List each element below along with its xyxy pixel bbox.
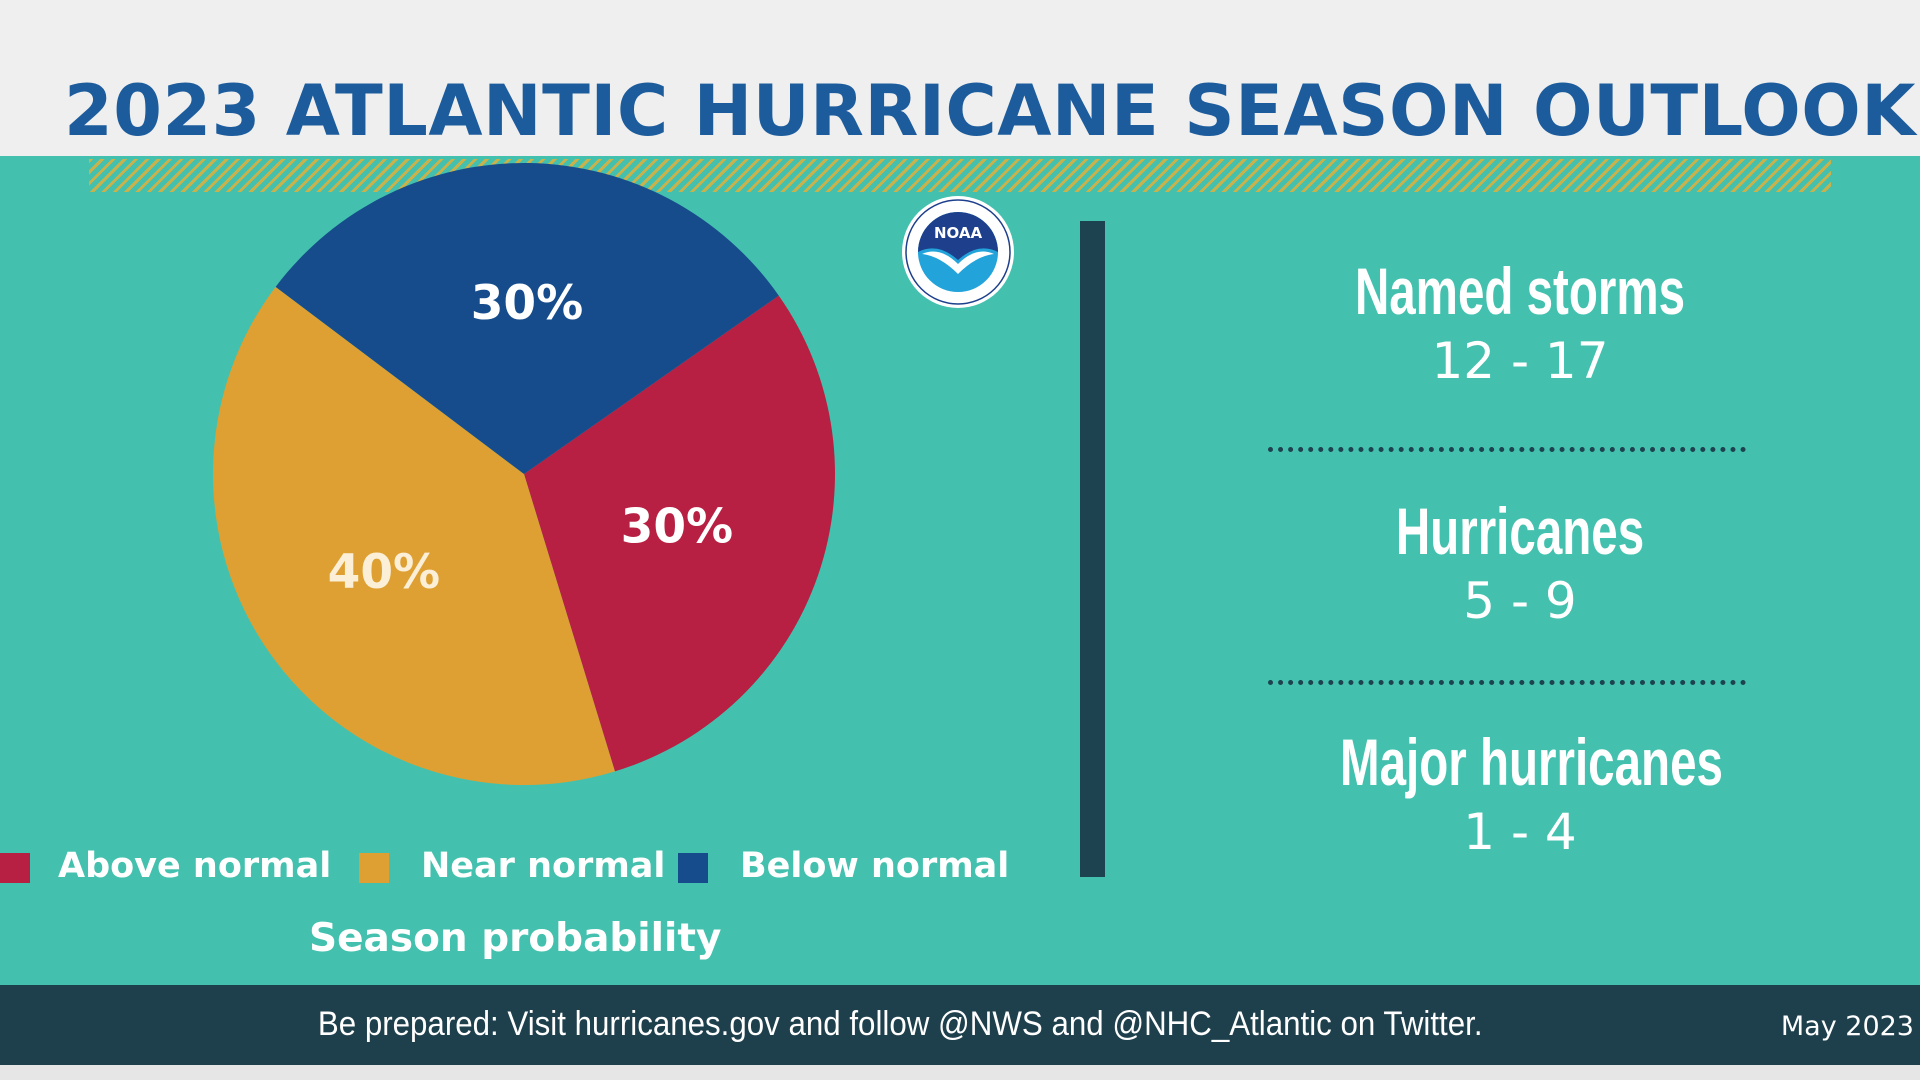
pie-label-below: 30% [471, 276, 584, 331]
stat-hurricanes: Hurricanes 5 - 9 [1270, 498, 1770, 626]
legend-label-near: Near normal [421, 846, 666, 886]
noaa-logo-icon: NOAA [902, 196, 1014, 308]
stat-value: 12 - 17 [1431, 332, 1609, 390]
stat-value: 5 - 9 [1463, 572, 1577, 630]
header: 2023 ATLANTIC HURRICANE SEASON OUTLOOK [0, 0, 1920, 156]
stat-value: 1 - 4 [1463, 803, 1577, 861]
main-panel: 30% 40% 30% Above normal Near normal Below… [0, 156, 1920, 985]
pie-label-near: 40% [328, 545, 441, 600]
stat-label: Major hurricanes [1340, 725, 1723, 799]
legend-swatch-below [678, 853, 708, 883]
dotted-divider [1268, 680, 1746, 685]
pie-slice-near [213, 286, 615, 785]
footer: Be prepared: Visit hurricanes.gov and fo… [0, 985, 1920, 1065]
logo-text: NOAA [934, 224, 983, 242]
dotted-divider [1268, 447, 1746, 452]
legend-label-below: Below normal [740, 846, 1010, 886]
stat-label: Hurricanes [1395, 494, 1645, 568]
stat-label: Named storms [1354, 254, 1686, 328]
stat-major-hurricanes: Major hurricanes 1 - 4 [1270, 729, 1770, 857]
pie-chart: 30% 40% 30% [213, 162, 835, 785]
stat-named-storms: Named storms 12 - 17 [1270, 258, 1770, 386]
legend-swatch-above [0, 853, 30, 883]
pie-slice-below [275, 162, 779, 474]
pie-slice-above [524, 295, 835, 772]
legend-label-above: Above normal [58, 846, 332, 886]
bottom-strip [0, 1065, 1920, 1080]
page-title: 2023 ATLANTIC HURRICANE SEASON OUTLOOK [64, 70, 1916, 152]
footer-text: Be prepared: Visit hurricanes.gov and fo… [317, 1005, 1483, 1043]
legend-swatch-near [359, 853, 389, 883]
pie-label-above: 30% [621, 500, 734, 555]
hatch-stripe [89, 159, 1831, 192]
chart-title: Season probability [309, 916, 722, 961]
footer-date: May 2023 [1780, 1011, 1914, 1042]
vertical-divider [1080, 221, 1105, 877]
